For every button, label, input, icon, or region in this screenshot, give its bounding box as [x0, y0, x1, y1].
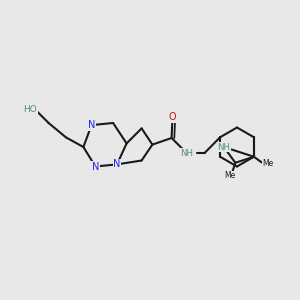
Text: N: N — [92, 161, 99, 172]
Text: N: N — [88, 120, 95, 130]
Text: N: N — [113, 159, 121, 170]
Text: NH: NH — [180, 148, 193, 158]
Text: NH: NH — [218, 142, 230, 152]
Text: HO: HO — [23, 105, 37, 114]
Text: Me: Me — [262, 159, 274, 168]
Text: Me: Me — [224, 171, 236, 180]
Text: O: O — [169, 112, 176, 122]
